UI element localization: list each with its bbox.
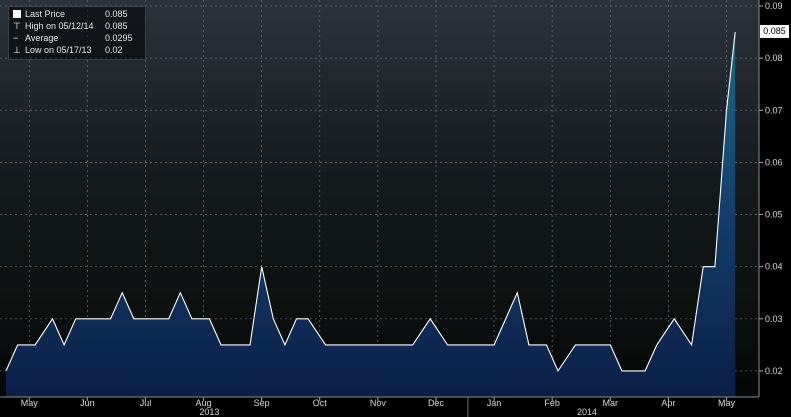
legend-low-marker-icon: ⊥: [13, 45, 21, 55]
x-tick-label: Dec: [428, 398, 445, 408]
legend-high-label: High on 05/12/14: [25, 21, 94, 31]
legend: Last Price 0.085 ⊤ High on 05/12/14 0.085 −…: [8, 6, 146, 60]
x-tick-label: Apr: [661, 398, 675, 408]
x-tick-label: May: [718, 398, 736, 408]
y-tick-label: 0.05: [765, 210, 783, 220]
y-tick-label: 0.08: [765, 53, 783, 63]
y-tick-label: 0.03: [765, 314, 783, 324]
legend-low-value: 0.02: [105, 45, 123, 55]
x-tick-label: Mar: [603, 398, 619, 408]
legend-average-value: 0.0295: [105, 33, 133, 43]
series-line: [5, 32, 736, 373]
x-tick-label: Jan: [487, 398, 502, 408]
series-area-fill: [6, 32, 736, 397]
y-tick-label: 0.06: [765, 157, 783, 167]
y-tick-label: 0.09: [765, 1, 783, 11]
legend-high-marker-icon: ⊤: [13, 21, 21, 31]
legend-square-icon: [13, 9, 25, 20]
legend-last-price-value: 0.085: [105, 9, 128, 19]
x-tick-label: Jun: [80, 398, 95, 408]
year-label: 2014: [577, 407, 597, 417]
x-tick-label: Oct: [313, 398, 328, 408]
area-layer: [5, 32, 736, 397]
y-tick-label: 0.07: [765, 105, 783, 115]
x-tick-label: Nov: [370, 398, 387, 408]
legend-high-value: 0.085: [105, 21, 128, 31]
y-tick-label: 0.04: [765, 262, 783, 272]
y-tick-label: 0.02: [765, 366, 783, 376]
legend-average-marker-icon: −: [13, 33, 19, 43]
last-value-tag: 0.085: [760, 25, 789, 38]
legend-low-label: Low on 05/17/13: [25, 45, 92, 55]
x-tick-label: Jul: [140, 398, 152, 408]
legend-row-low: ⊥ Low on 05/17/13 0.02: [13, 45, 143, 56]
x-tick-label: Aug: [196, 398, 212, 408]
x-tick-label: Sep: [254, 398, 270, 408]
x-tick-label: May: [21, 398, 39, 408]
legend-last-price-label: Last Price: [25, 9, 66, 19]
x-tick-label: Feb: [544, 398, 560, 408]
year-label: 2013: [199, 407, 219, 417]
legend-row-last-price: Last Price 0.085: [13, 9, 143, 20]
legend-row-high: ⊤ High on 05/12/14 0.085: [13, 21, 143, 32]
legend-average-label: Average: [25, 33, 59, 43]
legend-row-average: − Average 0.0295: [13, 33, 143, 44]
